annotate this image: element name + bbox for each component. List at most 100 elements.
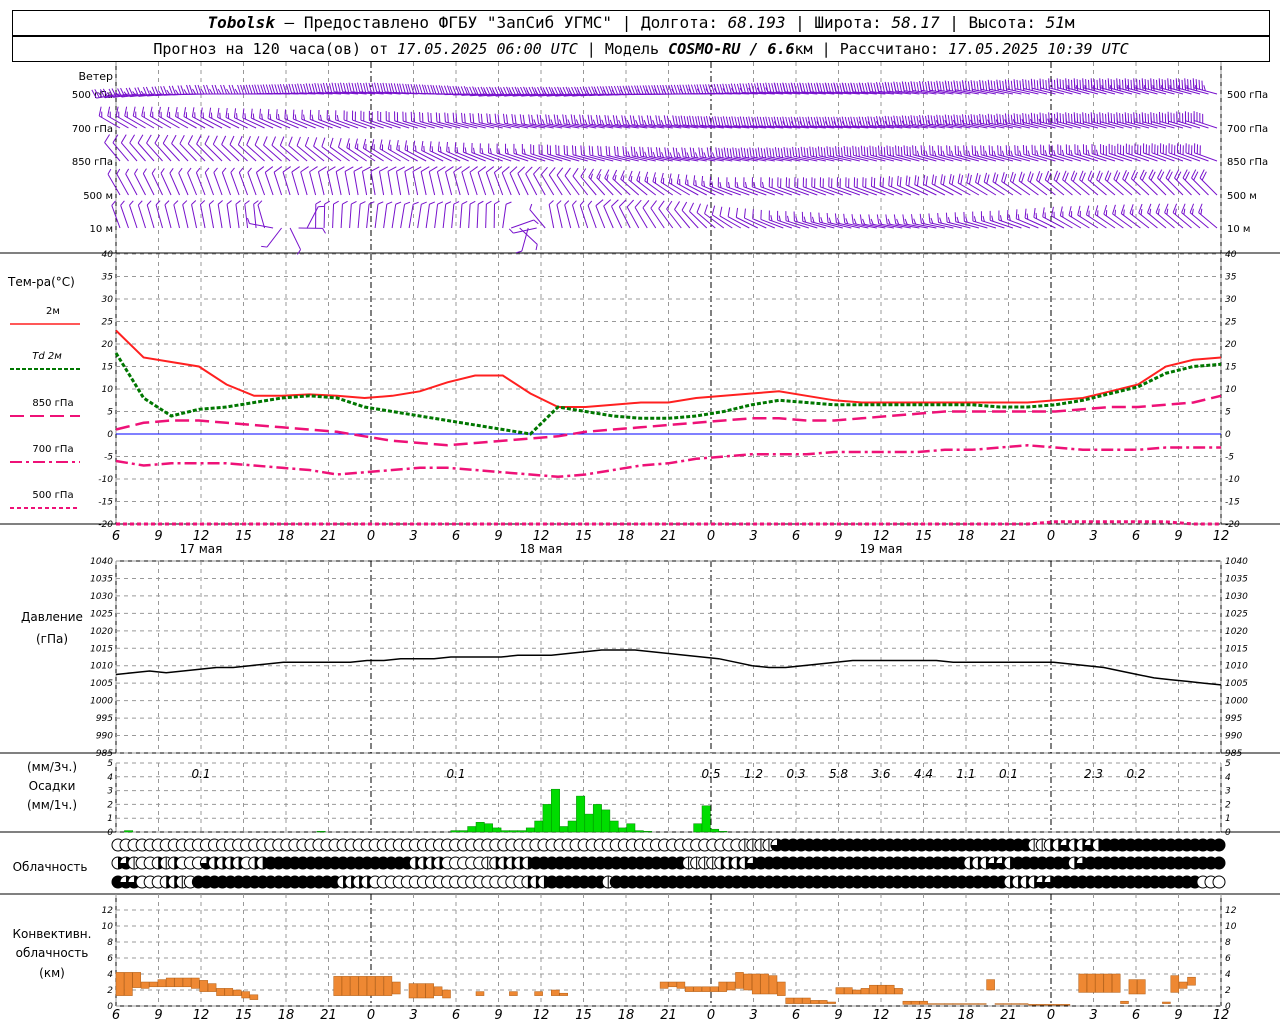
wind-barb-staff	[818, 125, 843, 129]
wind-barb	[1039, 112, 1065, 129]
temp-panel-ytick-right: 25	[1225, 318, 1237, 328]
wind-barb-feather	[556, 200, 562, 205]
wind-barb-staff	[453, 171, 461, 196]
wind-barb-feather	[399, 83, 403, 93]
wind-barb-staff	[896, 154, 920, 162]
wind-barb	[620, 170, 640, 196]
wind-barb-feather	[536, 114, 540, 124]
wind-barb-feather	[717, 116, 721, 126]
pressure-panel-ytick-right: 985	[1225, 749, 1242, 759]
wind-barb-feather	[477, 86, 483, 97]
wind-barb-feather	[660, 119, 664, 126]
wind-barb-feather	[1030, 112, 1033, 123]
wind-barb-feather	[930, 115, 934, 125]
wind-barb	[533, 166, 546, 196]
wind-barb	[166, 106, 189, 129]
wind-barb-staff	[352, 119, 376, 129]
precip-unit-3h: (мм/3ч.)	[27, 760, 77, 774]
wind-barb-staff	[504, 93, 529, 97]
wind-barb-feather	[924, 115, 928, 126]
wind-barb-staff	[309, 171, 317, 196]
wind-barb-feather	[435, 85, 440, 95]
wind-barb-staff	[509, 172, 521, 196]
wind-barb-staff	[132, 115, 155, 129]
wind-barb-feather	[217, 88, 222, 95]
wind-barb-feather	[992, 172, 996, 182]
wind-barb	[972, 211, 997, 229]
wind-barb	[626, 199, 640, 229]
wind-barb-feather	[743, 147, 747, 158]
wind-barb	[1085, 205, 1107, 229]
wind-barb-feather	[950, 150, 954, 157]
wind-barb-feather	[1105, 113, 1107, 124]
wind-barb-feather	[263, 136, 268, 146]
wind-barb-staff	[997, 88, 1022, 95]
wind-barb-staff	[200, 116, 223, 129]
conv-cloud-bar	[659, 981, 669, 989]
wind-barb-feather	[702, 84, 707, 94]
wind-barb	[809, 146, 835, 162]
wind-barb	[378, 166, 389, 196]
wind-barb	[264, 166, 274, 196]
wind-barb-feather	[494, 113, 497, 124]
wind-barb	[731, 116, 758, 129]
wind-barb-feather	[887, 218, 891, 225]
wind-barb-feather	[864, 117, 868, 127]
wind-barb-feather	[1110, 113, 1113, 123]
wind-barb	[225, 108, 248, 129]
wind-barb-feather	[746, 148, 750, 158]
wind-barb-staff	[640, 124, 665, 129]
wind-barb	[436, 166, 446, 196]
precip-total-label: 5.8	[829, 767, 848, 781]
wind-barb-staff	[1189, 212, 1209, 229]
wind-barb-feather	[571, 145, 574, 155]
wind-barb	[435, 112, 461, 129]
wind-barb	[182, 200, 189, 229]
wind-barb-staff	[296, 145, 316, 162]
wind-barb-feather	[816, 82, 820, 93]
longitude-label: Долгота:	[640, 13, 719, 32]
wind-barb-feather	[511, 86, 517, 97]
wind-barb	[944, 114, 971, 129]
wind-barb	[1065, 144, 1090, 162]
wind-barb-feather	[858, 147, 860, 157]
conv-cloud-bar	[952, 1003, 962, 1005]
wind-barb	[1048, 144, 1073, 162]
wind-barb-feather	[324, 200, 330, 205]
wind-barb	[705, 115, 733, 129]
wind-barb-feather	[708, 84, 712, 94]
precip-bar	[576, 795, 586, 833]
wind-barb-feather	[753, 181, 756, 188]
wind-barb-staff	[146, 204, 155, 229]
wind-barb-staff	[1157, 177, 1175, 196]
wind-barb-feather	[528, 86, 534, 97]
wind-barb-feather	[1181, 79, 1184, 90]
wind-barb-staff	[1066, 87, 1090, 95]
wind-barb-feather	[604, 169, 610, 179]
wind-barb-feather	[1139, 113, 1141, 124]
wind-barb	[954, 212, 980, 229]
wind-barb-staff	[459, 204, 463, 229]
wind-barb-feather	[636, 171, 641, 181]
wind-barb-feather	[120, 87, 126, 97]
wind-barb	[785, 177, 809, 196]
wind-barb-feather	[669, 152, 673, 159]
wind-barb	[957, 173, 980, 196]
wind-barb	[782, 116, 809, 129]
wind-barb	[807, 82, 835, 95]
wind-barb-feather	[533, 119, 537, 126]
wind-barb-feather	[140, 90, 146, 97]
wind-barb-staff	[495, 93, 520, 97]
wind-barb-feather	[820, 147, 823, 157]
wind-barb-feather	[956, 80, 959, 91]
wind-barb-feather	[548, 200, 554, 205]
wind-barb-feather	[1096, 149, 1099, 156]
wind-barb-staff	[1176, 120, 1201, 129]
wind-barb-feather	[903, 145, 906, 155]
wind-barb-feather	[540, 86, 545, 96]
wind-barb-staff	[513, 152, 537, 162]
conv-cloud-bar	[216, 988, 225, 996]
wind-barb-feather	[438, 113, 441, 123]
wind-barb-staff	[878, 154, 903, 162]
wind-barb-staff	[1138, 212, 1158, 229]
